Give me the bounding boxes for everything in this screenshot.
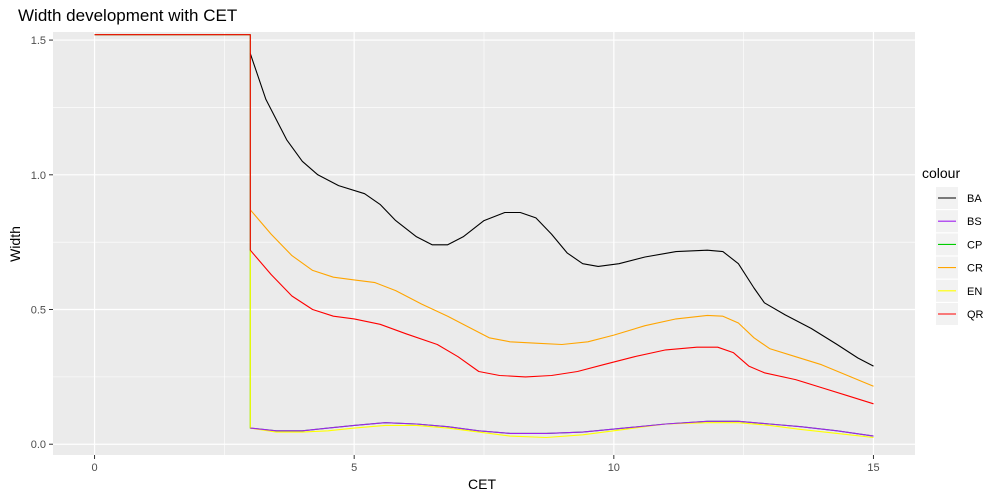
series-line-qr [94, 34, 874, 405]
legend-label-cp: CP [967, 239, 982, 251]
y-tick-label: 1.5 [31, 35, 46, 47]
y-tick-label: 0.0 [31, 439, 46, 451]
legend-label-bs: BS [967, 216, 982, 228]
legend-label-ba: BA [967, 193, 982, 205]
x-axis: 0 5 10 15 [91, 455, 880, 474]
series-line-bs [250, 420, 874, 437]
y-tick-label: 0.5 [31, 305, 46, 317]
y-tick-label: 1.0 [31, 170, 46, 182]
x-axis-title: CET [468, 476, 496, 492]
series-layer [94, 34, 874, 439]
legend-title: colour [922, 165, 960, 181]
x-tick-label: 10 [608, 462, 620, 474]
series-line-cr [249, 209, 874, 387]
y-axis-title: Width [7, 226, 23, 262]
x-tick-label: 15 [867, 462, 879, 474]
legend: colour BA BS CP CR EN QR [922, 165, 984, 325]
legend-label-en: EN [967, 286, 982, 298]
legend-label-cr: CR [967, 263, 983, 275]
series-line-en [249, 250, 874, 439]
minor-gridlines [53, 32, 915, 455]
x-tick-label: 0 [91, 462, 97, 474]
x-tick-label: 5 [351, 462, 357, 474]
legend-label-qr: QR [967, 309, 984, 321]
major-gridlines [53, 32, 915, 455]
series-line-ba [249, 53, 874, 367]
y-axis: 0.0 0.5 1.0 1.5 [31, 35, 53, 451]
chart-title: Width development with CET [18, 6, 237, 25]
